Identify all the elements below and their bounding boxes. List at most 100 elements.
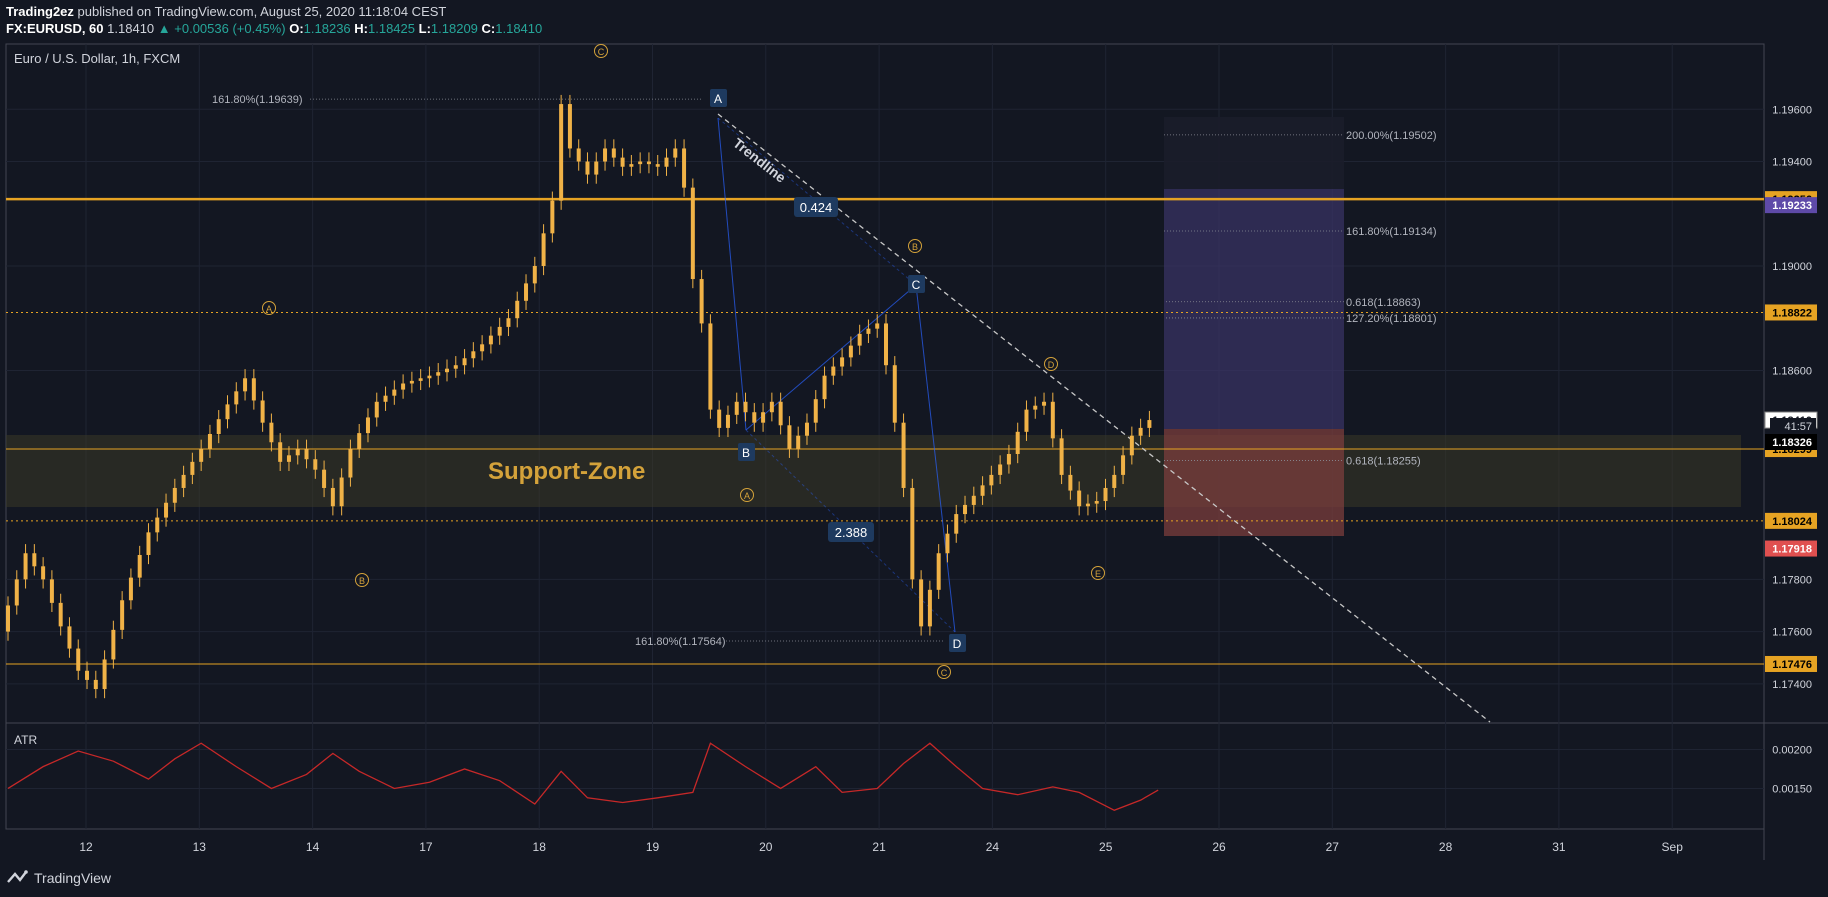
wave-label[interactable]: C [594, 44, 608, 58]
candle-body [164, 502, 169, 518]
candle-body [787, 425, 792, 449]
svg-text:B: B [359, 576, 365, 586]
candle-body [804, 422, 809, 436]
point-label: B [742, 446, 750, 460]
wave-label[interactable]: A [740, 488, 754, 502]
candle-body [488, 335, 493, 345]
candle-body [866, 328, 871, 334]
candle-body [304, 448, 309, 460]
chart-canvas[interactable]: 161.80%(1.19639) 161.80%(1.17564) 200.00%(… [0, 0, 1828, 860]
candle-body [137, 554, 142, 578]
candle-body [954, 514, 959, 534]
support-zone[interactable] [6, 435, 1741, 507]
price-axis[interactable]: 1.19600 1.19400 1.19000 1.18600 1.17800 1.176… [1772, 104, 1812, 691]
candle-body [67, 626, 72, 649]
fib-label: 161.80%(1.19639) [212, 94, 303, 106]
candle-body [401, 383, 406, 390]
candle-body [611, 148, 616, 158]
candle-body [1103, 487, 1108, 502]
stop-zone[interactable] [1164, 429, 1344, 536]
candle-body [1006, 454, 1011, 465]
point-label: C [912, 278, 921, 292]
candle-body [594, 161, 599, 175]
chart-header: Trading2ez published on TradingView.com,… [0, 0, 1828, 38]
wave-label[interactable]: B [355, 573, 369, 587]
abcd-pattern[interactable] [717, 117, 956, 633]
projection-box[interactable] [1164, 117, 1344, 189]
trendline[interactable] [717, 113, 1491, 723]
price-series[interactable] [6, 94, 1152, 699]
candle-body [216, 419, 221, 434]
ratio-label-0[interactable]: 0.424 [794, 197, 838, 217]
candle-body [559, 104, 564, 201]
pattern-point-d[interactable]: D [949, 634, 966, 652]
candle-body [120, 600, 125, 630]
level-tag [1765, 655, 1817, 672]
atr-pane-frame [5, 722, 1765, 830]
price-tag-text: 1.17918 [1772, 544, 1812, 556]
price-change: ▲ +0.00536 (+0.45%) [157, 21, 286, 36]
candle-body [365, 417, 370, 434]
candle-body [690, 187, 695, 280]
candle-body [603, 148, 608, 162]
candle-body [102, 659, 107, 690]
fib-label: 200.00%(1.19502) [1346, 130, 1437, 142]
candle-body [471, 351, 476, 359]
low-label: L: [418, 21, 431, 36]
candle-body [980, 485, 985, 496]
price-tag-text: 1.18326 [1772, 437, 1812, 449]
candle-body [23, 553, 28, 580]
pattern-point-b[interactable]: B [738, 443, 755, 461]
tradingview-logo-icon[interactable] [6, 869, 30, 887]
pattern-point-c[interactable]: C [908, 275, 925, 293]
target-zone[interactable] [1164, 189, 1344, 429]
candle-body [146, 532, 151, 555]
candle-body [111, 629, 116, 660]
atr-line[interactable] [7, 742, 1159, 812]
time-tick: 25 [1099, 840, 1113, 854]
candle-body [524, 283, 529, 301]
candle-body [480, 344, 485, 352]
symbol-label[interactable]: FX:EURUSD, 60 [6, 21, 104, 36]
candle-body [506, 318, 511, 327]
candle-body [93, 679, 98, 690]
candle-body [1015, 431, 1020, 455]
pattern-point-a[interactable]: A [710, 89, 727, 107]
candle-body [664, 157, 669, 167]
point-label: A [714, 92, 722, 106]
time-axis[interactable]: 12 13 14 17 18 19 20 21 24 25 26 27 28 31 Sep [79, 840, 1683, 854]
candle-body [673, 148, 678, 158]
level-tag [1765, 512, 1817, 529]
time-tick: 19 [646, 840, 660, 854]
time-tick: Sep [1662, 840, 1684, 854]
ratio-label-1[interactable]: 2.388 [828, 522, 874, 542]
pattern-leg-bc [745, 284, 917, 431]
candle-body [884, 323, 888, 366]
atr-tick: 0.00150 [1772, 783, 1812, 795]
candle-body [49, 579, 54, 603]
open-label: O: [289, 21, 304, 36]
footer-brand[interactable]: TradingView [34, 870, 112, 886]
candle-body [453, 365, 458, 369]
symbol-info: FX:EURUSD, 60 1.18410 ▲ +0.00536 (+0.45%… [6, 21, 542, 36]
candle-body [322, 469, 327, 488]
publisher-name[interactable]: Trading2ez [6, 4, 74, 19]
wave-label[interactable]: A [262, 301, 276, 315]
countdown-text: 41:57 [1784, 421, 1812, 433]
candle-body [1121, 455, 1126, 475]
candle-body [76, 648, 81, 671]
wave-label[interactable]: C [937, 665, 951, 679]
candle-body [831, 366, 836, 376]
wave-label[interactable]: D [1044, 357, 1058, 371]
wave-label[interactable]: E [1091, 566, 1105, 580]
footer: TradingView [0, 860, 1828, 897]
candle-body [427, 375, 432, 379]
candle-body [207, 433, 212, 449]
price-tick: 1.19400 [1772, 157, 1812, 169]
price-tag [1765, 540, 1817, 557]
candle-body [330, 487, 335, 507]
candle-body [436, 372, 441, 376]
candle-body [963, 504, 968, 515]
candle-body [761, 412, 766, 423]
wave-label[interactable]: B [908, 239, 922, 253]
